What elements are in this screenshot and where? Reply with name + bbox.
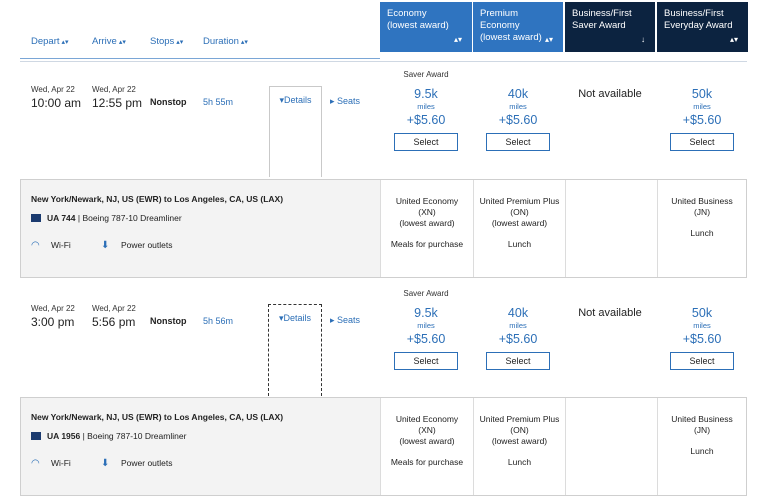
economy-fare-details: United Economy (XN) (lowest award) Meals… (380, 398, 473, 495)
route: New York/Newark, NJ, US (EWR) to Los Ang… (31, 194, 284, 204)
header-underline (20, 58, 380, 59)
sort-arrows-icon: ▴▾ (729, 35, 738, 44)
saver-award-label: Saver Award (403, 289, 449, 298)
arrive-time: 12:55 pm (92, 96, 143, 110)
details-toggle[interactable]: ▾Details (269, 86, 322, 177)
depart-time: 10:00 am (31, 96, 82, 110)
premium-tax: +$5.60 (498, 332, 538, 346)
economy-miles-unit: miles (417, 321, 435, 330)
duration: 5h 56m (203, 316, 234, 326)
chevron-right-icon: ▸ (330, 315, 338, 325)
wifi-icon: ◠ (31, 458, 40, 469)
premium-tax: +$5.60 (498, 113, 538, 127)
flight-details-panel: New York/Newark, NJ, US (EWR) to Los Ang… (20, 397, 747, 496)
wifi-amenity: ◠ Wi-Fi (31, 240, 71, 251)
economy-miles-unit: miles (417, 102, 435, 111)
business-saver-status: Not available (578, 307, 642, 319)
premium-miles-unit: miles (509, 321, 527, 330)
power-amenity: ⬇ Power outlets (101, 240, 173, 251)
premium-miles: 40k (507, 306, 529, 320)
premium-miles-unit: miles (509, 102, 527, 111)
cabin-premium-header[interactable]: Premium Economy (lowest award) ▴▾ (473, 2, 563, 52)
sort-arrows-icon: ▴▾ (453, 35, 462, 44)
power-plug-icon: ⬇ (101, 240, 110, 251)
select-premium-button[interactable]: Select (486, 133, 550, 151)
aircraft: | Boeing 787-10 Dreamliner (82, 431, 187, 441)
seats-link[interactable]: ▸ Seats (330, 96, 361, 106)
business-fare-details: United Business (JN) Lunch (657, 398, 746, 495)
arrive-time: 5:56 pm (92, 315, 136, 329)
sort-stops[interactable]: Stops ▴▾ (150, 36, 184, 47)
flight-number: UA 744 (47, 213, 76, 223)
depart-time: 3:00 pm (31, 315, 75, 329)
select-premium-button[interactable]: Select (486, 352, 550, 370)
chevron-down-icon: ▾ (279, 95, 284, 105)
saver-award-label: Saver Award (403, 70, 449, 79)
sort-down-icon: ↓ (641, 35, 645, 44)
business-fare-details: United Business (JN) Lunch (657, 180, 746, 277)
seats-link[interactable]: ▸ Seats (330, 315, 361, 325)
cabin-business-everyday-header[interactable]: Business/First Everyday Award ▴▾ (657, 2, 748, 52)
flight-row: Wed, Apr 22 3:00 pm Wed, Apr 22 5:56 pm … (20, 281, 747, 396)
select-business-button[interactable]: Select (670, 133, 734, 151)
details-toggle[interactable]: ▾Details (268, 304, 322, 396)
business-miles: 50k (691, 306, 713, 320)
cabin-economy-header[interactable]: Economy (lowest award) ▴▾ (380, 2, 472, 52)
select-business-button[interactable]: Select (670, 352, 734, 370)
sort-arrows-icon: ▴▾ (176, 39, 184, 46)
sort-duration[interactable]: Duration ▴▾ (203, 36, 248, 47)
business-miles-unit: miles (693, 321, 711, 330)
sort-arrows-icon: ▴▾ (240, 39, 248, 46)
sort-arrows-icon: ▴▾ (544, 35, 553, 44)
business-saver-fare-details (565, 180, 657, 277)
power-plug-icon: ⬇ (101, 458, 110, 469)
airline-flag-icon (31, 432, 41, 440)
economy-fare-details: United Economy (XN) (lowest award) Meals… (380, 180, 473, 277)
arrive-date: Wed, Apr 22 (92, 85, 136, 94)
flight-row: Wed, Apr 22 10:00 am Wed, Apr 22 12:55 p… (20, 62, 747, 177)
depart-date: Wed, Apr 22 (31, 85, 75, 94)
sort-arrive[interactable]: Arrive ▴▾ (92, 36, 126, 47)
economy-miles: 9.5k (414, 87, 438, 101)
business-tax: +$5.60 (682, 113, 722, 127)
aircraft: | Boeing 787-10 Dreamliner (77, 213, 182, 223)
flight-details-panel: New York/Newark, NJ, US (EWR) to Los Ang… (20, 179, 747, 278)
route: New York/Newark, NJ, US (EWR) to Los Ang… (31, 412, 284, 422)
chevron-down-icon: ▾ (278, 313, 284, 323)
business-tax: +$5.60 (682, 332, 722, 346)
premium-fare-details: United Premium Plus (ON) (lowest award) … (473, 180, 565, 277)
wifi-icon: ◠ (31, 240, 40, 251)
premium-miles: 40k (507, 87, 529, 101)
flight-number: UA 1956 (47, 431, 81, 441)
wifi-amenity: ◠ Wi-Fi (31, 458, 71, 469)
business-miles-unit: miles (693, 102, 711, 111)
airline-flag-icon (31, 214, 41, 222)
premium-fare-details: United Premium Plus (ON) (lowest award) … (473, 398, 565, 495)
economy-tax: +$5.60 (406, 113, 446, 127)
power-amenity: ⬇ Power outlets (101, 458, 173, 469)
depart-date: Wed, Apr 22 (31, 304, 75, 313)
flight-info: UA 1956 | Boeing 787-10 Dreamliner (31, 431, 186, 441)
select-economy-button[interactable]: Select (394, 133, 458, 151)
economy-tax: +$5.60 (406, 332, 446, 346)
sort-arrows-icon: ▴▾ (118, 39, 126, 46)
select-economy-button[interactable]: Select (394, 352, 458, 370)
header-divider (20, 61, 747, 62)
business-saver-fare-details (565, 398, 657, 495)
stops: Nonstop (150, 97, 187, 107)
economy-miles: 9.5k (414, 306, 438, 320)
business-miles: 50k (691, 87, 713, 101)
cabin-business-saver-header[interactable]: Business/First Saver Award ↓ (565, 2, 655, 52)
business-saver-status: Not available (578, 88, 642, 100)
arrive-date: Wed, Apr 22 (92, 304, 136, 313)
sort-arrows-icon: ▴▾ (61, 39, 69, 46)
stops: Nonstop (150, 316, 187, 326)
chevron-right-icon: ▸ (330, 96, 338, 106)
sort-depart[interactable]: Depart ▴▾ (31, 36, 69, 47)
flight-info: UA 744 | Boeing 787-10 Dreamliner (31, 213, 182, 223)
duration: 5h 55m (203, 97, 234, 107)
